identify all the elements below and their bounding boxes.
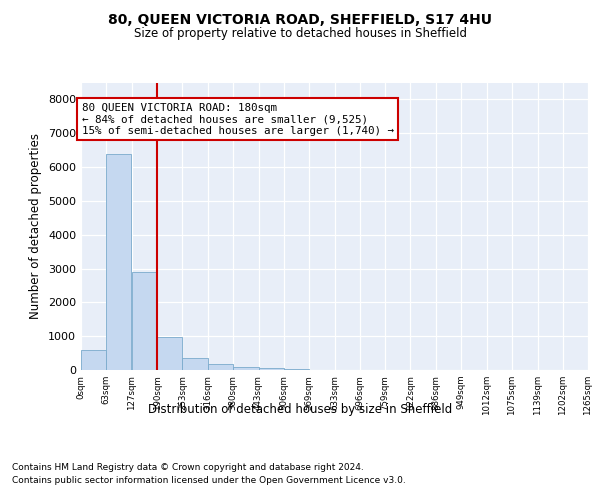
Y-axis label: Number of detached properties: Number of detached properties bbox=[29, 133, 43, 320]
Bar bbox=[81, 350, 106, 370]
Bar bbox=[182, 358, 208, 370]
Text: 80, QUEEN VICTORIA ROAD, SHEFFIELD, S17 4HU: 80, QUEEN VICTORIA ROAD, SHEFFIELD, S17 … bbox=[108, 12, 492, 26]
Bar bbox=[233, 366, 259, 370]
Text: Distribution of detached houses by size in Sheffield: Distribution of detached houses by size … bbox=[148, 402, 452, 415]
Text: Contains public sector information licensed under the Open Government Licence v3: Contains public sector information licen… bbox=[12, 476, 406, 485]
Text: 80 QUEEN VICTORIA ROAD: 180sqm
← 84% of detached houses are smaller (9,525)
15% : 80 QUEEN VICTORIA ROAD: 180sqm ← 84% of … bbox=[82, 103, 394, 136]
Bar bbox=[106, 154, 131, 370]
Bar bbox=[259, 368, 284, 370]
Bar bbox=[132, 272, 157, 370]
Bar bbox=[208, 364, 233, 370]
Text: Contains HM Land Registry data © Crown copyright and database right 2024.: Contains HM Land Registry data © Crown c… bbox=[12, 462, 364, 471]
Text: Size of property relative to detached houses in Sheffield: Size of property relative to detached ho… bbox=[133, 28, 467, 40]
Bar bbox=[157, 337, 182, 370]
